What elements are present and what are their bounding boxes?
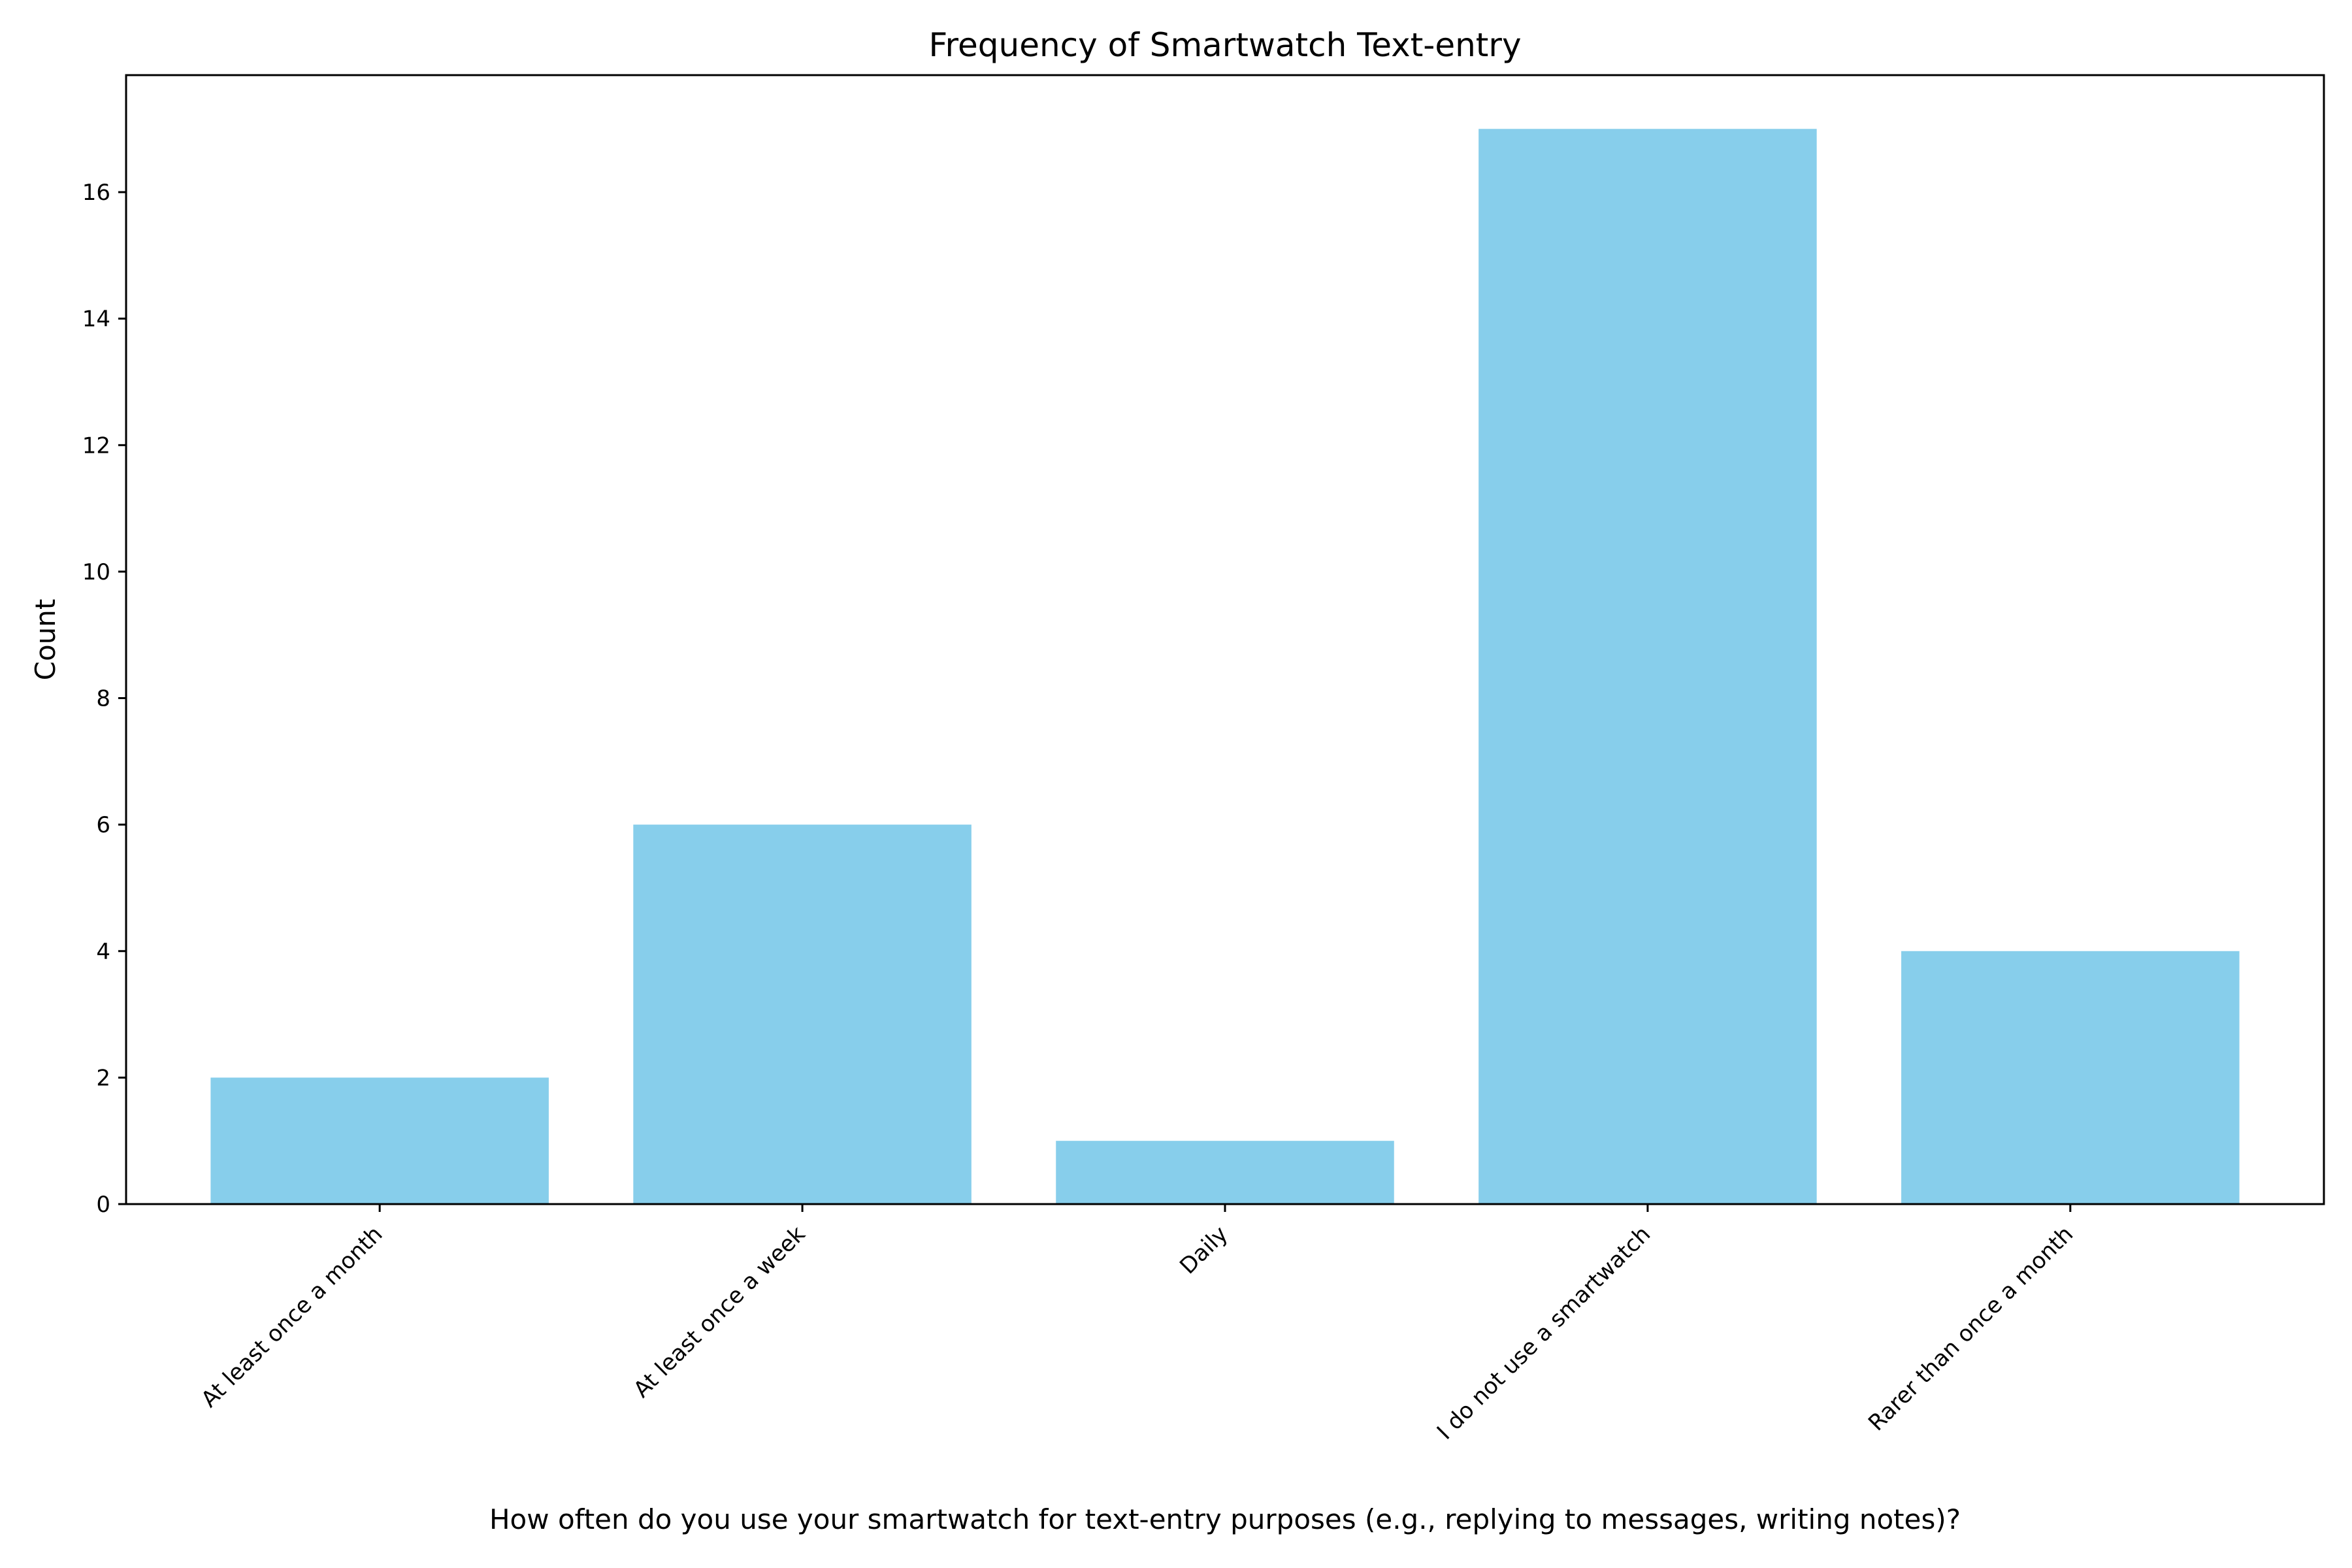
x-axis-ticks: At least once a month At least once a wee…: [196, 1204, 2078, 1445]
y-tick-label: 6: [96, 812, 110, 838]
x-tick-label: At least once a month: [196, 1221, 387, 1413]
x-tick-label: Rarer than once a month: [1863, 1221, 2078, 1436]
x-tick-label: Daily: [1175, 1221, 1233, 1279]
y-tick-label: 10: [82, 559, 110, 585]
y-tick-label: 14: [82, 306, 110, 333]
y-tick-label: 0: [96, 1192, 110, 1218]
bars: [210, 129, 2240, 1204]
x-tick-label: At least once a week: [629, 1221, 811, 1403]
bar-1: [633, 825, 972, 1204]
y-axis-label: Count: [29, 599, 61, 681]
plot-frame: [125, 74, 2325, 1205]
x-tick-label: I do not use a smartwatch: [1432, 1221, 1656, 1445]
y-tick-label: 4: [96, 939, 110, 965]
bar-2: [1056, 1141, 1394, 1204]
y-tick-label: 12: [82, 433, 110, 459]
x-axis-label: How often do you use your smartwatch for…: [489, 1503, 1961, 1535]
bar-4: [1901, 951, 2240, 1204]
y-tick-label: 2: [96, 1065, 110, 1091]
bar-3: [1478, 129, 1817, 1204]
y-tick-label: 16: [82, 180, 110, 206]
y-axis-ticks: 0 2 4 6 8 10 12 14 16: [82, 180, 126, 1218]
chart-title: Frequency of Smartwatch Text-entry: [928, 26, 1521, 64]
y-tick-label: 8: [96, 686, 110, 712]
bar-0: [210, 1077, 549, 1204]
